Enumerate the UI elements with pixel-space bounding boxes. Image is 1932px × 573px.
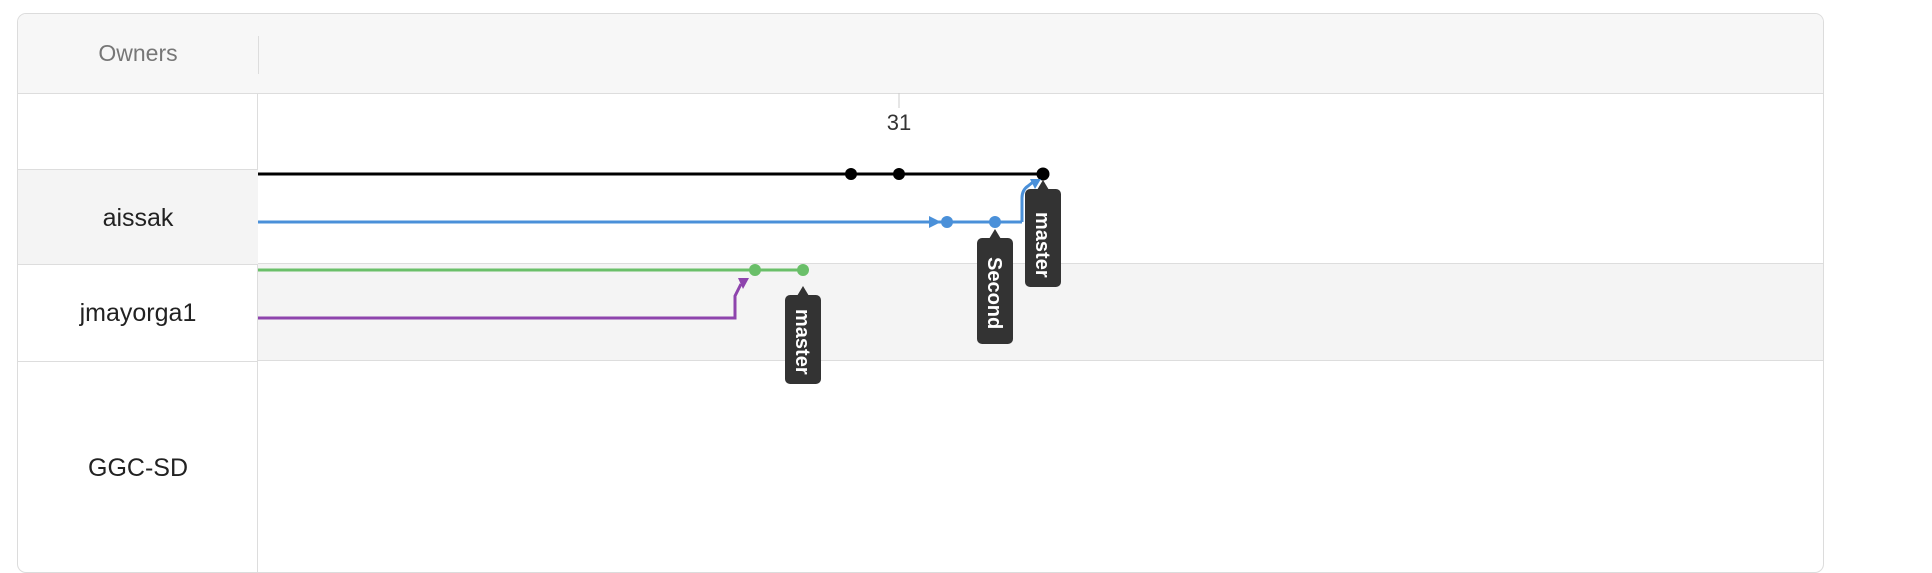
merge-line-blue	[1020, 180, 1034, 222]
graph-header: Owners	[18, 14, 1823, 94]
commit-dot[interactable]	[989, 216, 1001, 228]
branch-tag-master-aissak[interactable]: master	[1025, 180, 1061, 287]
timeline-tick-label: 31	[887, 110, 911, 135]
network-graph-panel: Owners aissak jmayorga1 GGC-SD	[17, 13, 1824, 573]
owner-row-ggc-sd: GGC-SD	[18, 361, 258, 572]
branch-tag-master-jmayorga1[interactable]: master	[785, 286, 821, 384]
commit-dot[interactable]	[797, 264, 809, 276]
commit-dot[interactable]	[845, 168, 857, 180]
header-divider	[258, 36, 259, 74]
commit-dot[interactable]	[1036, 167, 1050, 181]
owner-row-aissak: aissak	[18, 169, 258, 265]
branch-line-purple	[258, 283, 743, 320]
owner-row-jmayorga1: jmayorga1	[18, 265, 258, 361]
owners-header-label: Owners	[98, 40, 178, 66]
commit-dot[interactable]	[941, 216, 953, 228]
tag-label: master	[1031, 212, 1053, 278]
owners-column: aissak jmayorga1 GGC-SD	[18, 94, 258, 572]
merge-arrow	[1030, 179, 1041, 189]
tag-label: Second	[983, 257, 1005, 329]
commit-dot[interactable]	[749, 264, 761, 276]
owner-name: GGC-SD	[88, 454, 188, 482]
branch-tag-second[interactable]: Second	[977, 229, 1013, 344]
branch-arrow	[929, 216, 941, 228]
commit-dot[interactable]	[893, 168, 905, 180]
merge-arrow	[738, 278, 749, 289]
owner-name: aissak	[102, 204, 174, 232]
owner-name: jmayorga1	[79, 299, 197, 327]
commit-graph: 31 master Second master	[258, 93, 1061, 384]
tag-label: master	[791, 309, 813, 375]
